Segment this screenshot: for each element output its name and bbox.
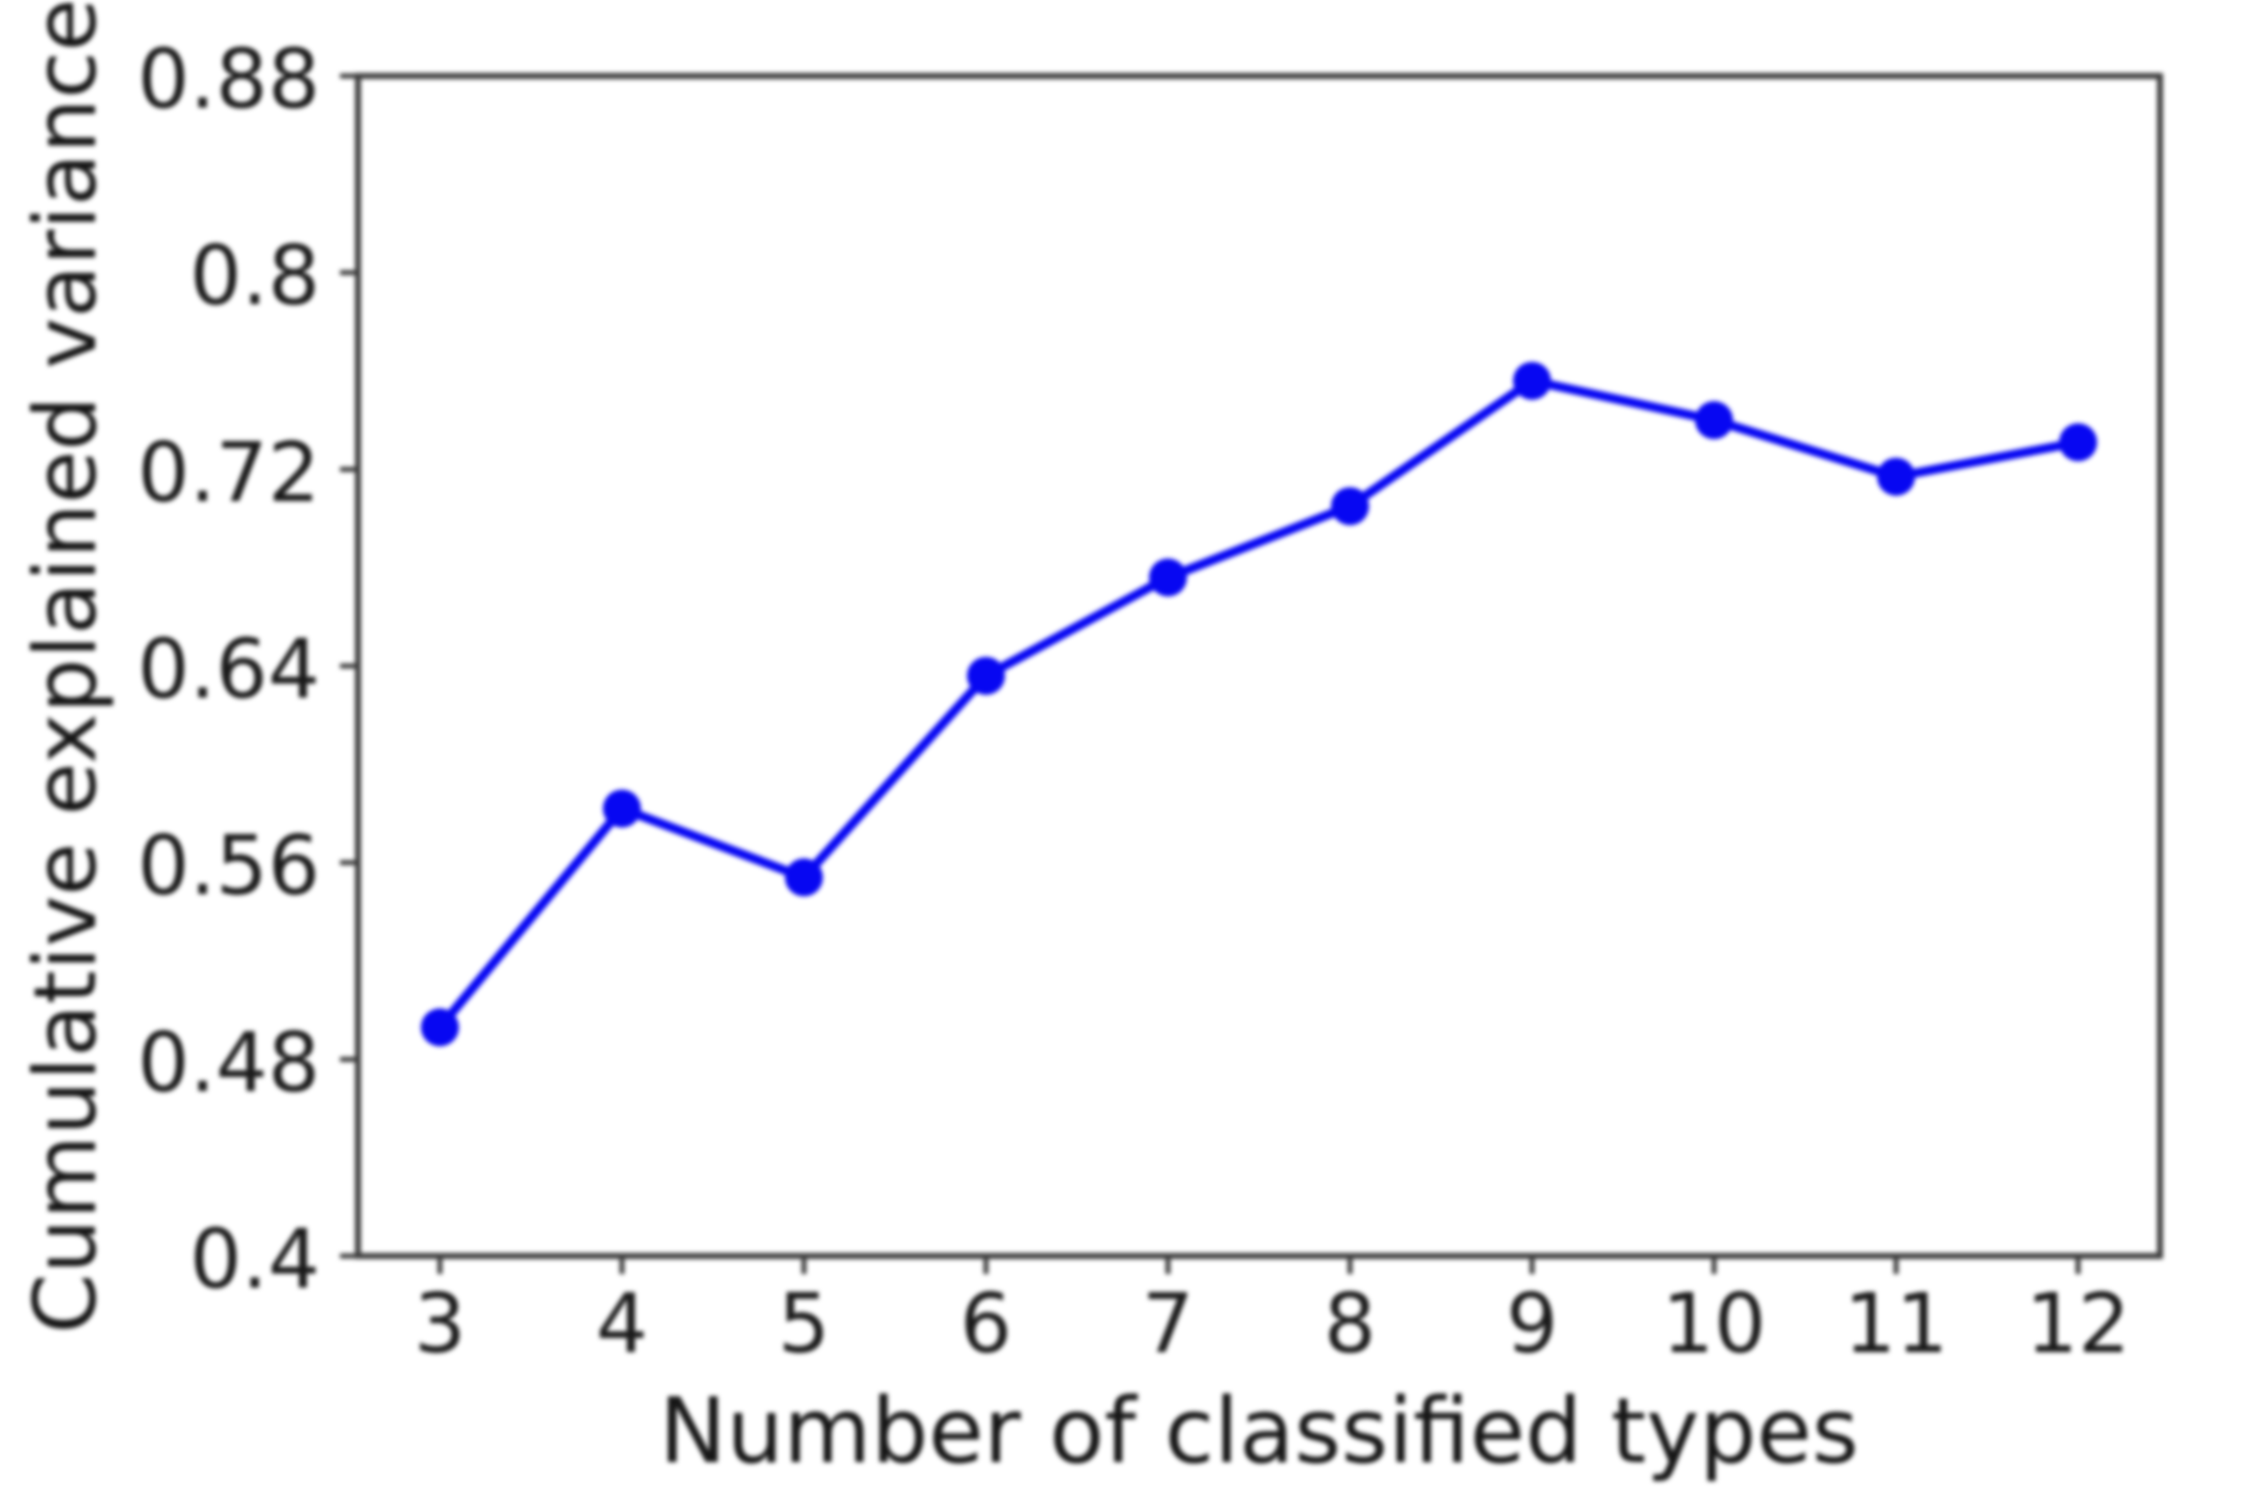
y-tick-label: 0.8 [190,229,320,324]
data-point-marker [1877,457,1916,496]
x-axis-label: Number of classified types [659,1379,1859,1484]
y-tick-label: 0.72 [137,426,320,521]
y-tick-label: 0.48 [137,1016,320,1111]
plot-spines [355,73,2163,1259]
data-point-marker [1513,361,1552,400]
y-tick-label: 0.64 [137,623,320,718]
x-tick-label: 5 [778,1277,830,1372]
y-tick-label: 0.56 [137,819,320,914]
y-tick-label: 0.4 [190,1213,320,1308]
plot-area: 0.88 0.8 0.72 0.64 0.56 0.48 0.4 3 4 5 6 7 8 9 10 11 12 [137,33,2163,1372]
x-tick-label: 3 [414,1277,466,1372]
data-point-marker [784,858,823,897]
y-tick-label: 0.88 [137,33,320,128]
data-point-marker [1331,487,1370,526]
x-tick-label: 8 [1324,1277,1376,1372]
data-point-marker [2059,423,2098,462]
x-tick-label: 9 [1506,1277,1558,1372]
x-tick-label: 7 [1142,1277,1194,1372]
data-point-marker [966,656,1005,695]
x-tick-label: 11 [1844,1277,1948,1372]
data-line [435,376,2083,1032]
data-point-marker [1695,401,1734,440]
data-point-marker [420,1008,459,1047]
x-tick-label: 10 [1662,1277,1766,1372]
x-tick-label: 12 [2026,1277,2130,1372]
y-axis-label: Cumulative explained variance [16,0,116,1334]
data-point-marker [602,789,641,828]
data-point-marker [1148,558,1187,597]
x-tick-label: 6 [960,1277,1012,1372]
x-tick-label: 4 [596,1277,648,1372]
